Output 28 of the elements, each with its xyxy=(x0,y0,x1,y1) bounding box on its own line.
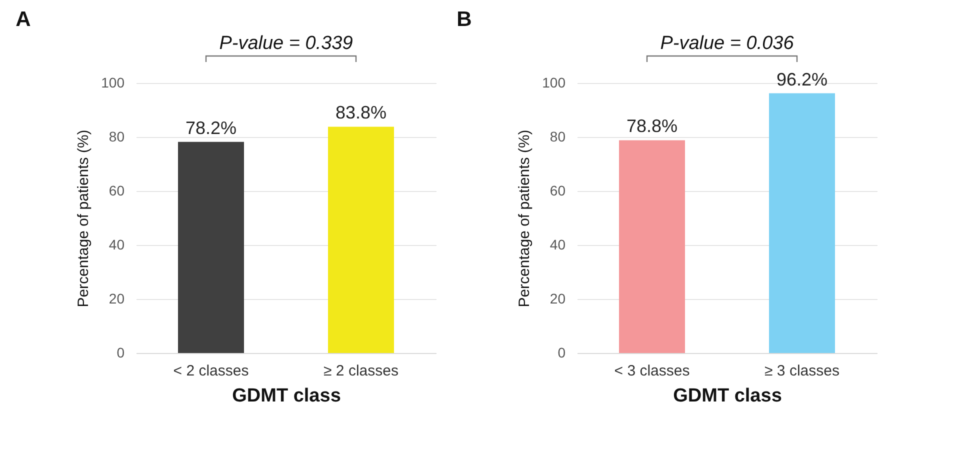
y-tick-label: 0 xyxy=(558,344,566,360)
x-axis-title: GDMT class xyxy=(673,386,782,406)
y-tick-label: 0 xyxy=(116,344,125,360)
chart-title: A xyxy=(16,8,31,31)
chart-title: B xyxy=(456,8,472,31)
y-tick-label: 100 xyxy=(542,74,566,90)
text: P-value = 0.339 xyxy=(219,33,354,54)
x-axis-title: GDMT class xyxy=(232,386,341,406)
y-tick-label: 60 xyxy=(550,182,566,198)
y-tick-label: 100 xyxy=(101,74,125,90)
y-tick-label: 80 xyxy=(108,128,125,144)
y-axis-title: Percentage of patients (%) xyxy=(75,130,92,308)
x-tick-label: < 2 classes xyxy=(173,362,249,380)
y-tick-label: 20 xyxy=(550,290,566,306)
text: P-value = 0.036 xyxy=(660,33,794,54)
x-tick-label: ≥ 2 classes xyxy=(324,362,398,380)
y-tick-label: 40 xyxy=(550,236,566,252)
y-tick-label: 60 xyxy=(108,182,125,198)
data-label: 78.2% xyxy=(185,118,237,138)
x-tick-label: < 3 classes xyxy=(614,362,690,380)
y-tick-label: 40 xyxy=(108,236,125,252)
y-tick-label: 80 xyxy=(550,128,566,144)
y-tick-label: 20 xyxy=(108,290,125,306)
x-tick-label: ≥ 3 classes xyxy=(764,362,840,380)
data-label: 83.8% xyxy=(335,102,387,123)
y-axis-title: Percentage of patients (%) xyxy=(516,130,534,308)
data-label: 96.2% xyxy=(776,69,828,90)
data-label: 78.8% xyxy=(626,116,678,136)
